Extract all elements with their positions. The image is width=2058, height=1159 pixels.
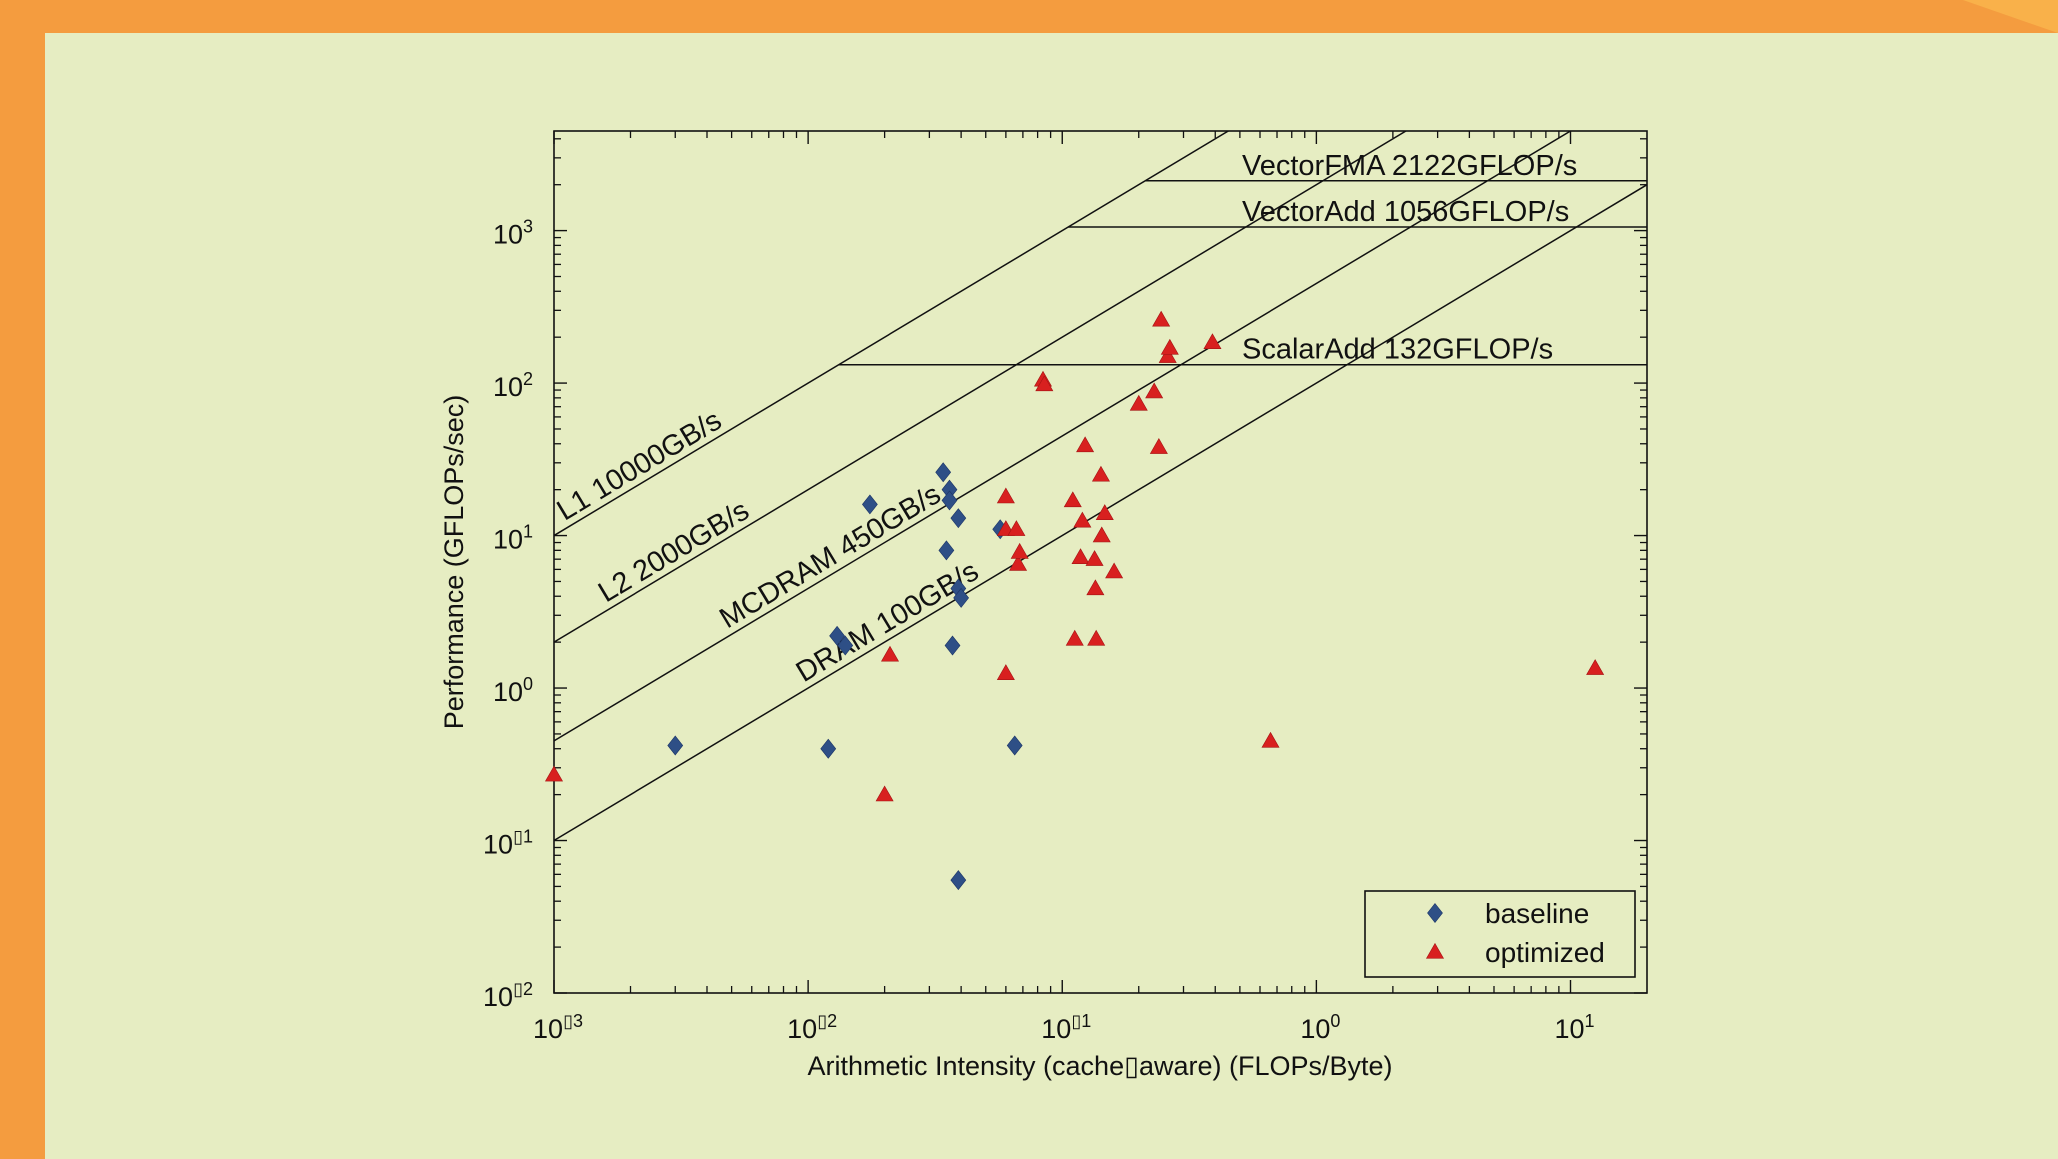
y-tick-label: 100: [493, 674, 533, 707]
rooflines: [554, 131, 1647, 842]
baseline-point: [950, 870, 967, 891]
baseline-point: [944, 635, 961, 656]
optimized-point: [1073, 511, 1092, 528]
optimized-point: [996, 664, 1015, 680]
x-tick-label: 10▯1: [1041, 1011, 1091, 1044]
optimized-point: [1035, 375, 1054, 392]
legend: baseline optimized: [1364, 890, 1636, 978]
roofline-labels: VectorFMA 2122GFLOP/s VectorAdd 1056GFLOP…: [552, 150, 1578, 689]
optimized-point: [875, 785, 894, 802]
optimized-point: [1063, 491, 1082, 508]
bandwidth-roof-line: [554, 131, 1408, 643]
x-tick-label: 10▯3: [533, 1011, 583, 1044]
legend-baseline-marker: [1427, 903, 1443, 923]
optimized-point: [1586, 659, 1605, 675]
y-tick-label: 101: [493, 522, 533, 555]
optimized-point: [1145, 382, 1164, 399]
optimized-point: [1065, 629, 1084, 646]
y-axis-label: Performance (GFLOPs/sec): [439, 395, 469, 730]
optimized-point: [1152, 310, 1171, 327]
baseline-point: [837, 635, 854, 656]
optimized-point: [1203, 333, 1222, 350]
optimized-point: [1010, 542, 1029, 559]
bandwidth-roof-line: [554, 131, 1230, 537]
optimized-point: [880, 645, 900, 662]
optimized-point: [1086, 579, 1105, 596]
top-corner-accent: [1963, 0, 2058, 33]
compute-roof-label: ScalarAdd 132GFLOP/s: [1242, 334, 1553, 366]
bandwidth-roof-line: [554, 131, 1572, 742]
x-tick-label: 100: [1300, 1011, 1340, 1044]
optimized-point: [1007, 520, 1026, 536]
optimized-point: [1085, 550, 1104, 566]
baseline-point: [829, 625, 845, 646]
optimized-point: [1009, 554, 1028, 571]
baseline-point: [862, 494, 878, 515]
optimized-point: [1129, 394, 1148, 411]
y-tick-label: 102: [493, 369, 533, 402]
roofline-chart: VectorFMA 2122GFLOP/s VectorAdd 1056GFLOP…: [439, 130, 1648, 1081]
top-frame-bar: [0, 0, 2058, 33]
y-tick-label: 103: [493, 217, 533, 250]
legend-box: [1364, 890, 1636, 978]
data-markers: [544, 310, 1605, 891]
x-tick-label: 10▯2: [787, 1011, 837, 1044]
baseline-point: [1006, 735, 1023, 756]
x-tick-label: 101: [1554, 1011, 1594, 1044]
optimized-point: [544, 765, 564, 782]
optimized-point: [1087, 629, 1106, 646]
legend-baseline-label: baseline: [1485, 898, 1589, 929]
optimized-point: [1092, 526, 1111, 543]
optimized-point: [1261, 731, 1280, 748]
baseline-point: [941, 490, 958, 511]
baseline-point: [950, 508, 967, 529]
optimized-point: [1158, 347, 1177, 363]
figure-panel: VectorFMA 2122GFLOP/s VectorAdd 1056GFLOP…: [45, 33, 2058, 1159]
optimized-point: [1095, 504, 1114, 520]
x-axis-label: Arithmetic Intensity (cache▯aware) (FLOP…: [807, 1051, 1392, 1081]
baseline-point: [820, 738, 837, 759]
baseline-point: [938, 540, 955, 561]
optimized-point: [1091, 465, 1110, 482]
y-tick-label: 10▯2: [483, 979, 533, 1012]
optimized-point: [996, 487, 1015, 504]
y-tick-label: 10▯1: [483, 827, 533, 860]
optimized-point: [1160, 338, 1179, 355]
legend-optimized-label: optimized: [1485, 937, 1605, 968]
compute-roof-label: VectorFMA 2122GFLOP/s: [1242, 150, 1577, 182]
compute-roof-label: VectorAdd 1056GFLOP/s: [1242, 196, 1569, 228]
plot-area: [553, 130, 1648, 994]
optimized-point: [1076, 436, 1095, 453]
legend-optimized-marker: [1425, 942, 1445, 959]
optimized-point: [1149, 438, 1168, 454]
bandwidth-roof-label: L2 2000GB/s: [593, 494, 755, 609]
optimized-point: [1105, 562, 1124, 579]
bandwidth-roof-label: L1 10000GB/s: [552, 404, 727, 527]
optimized-point: [1071, 548, 1090, 564]
baseline-point: [935, 462, 952, 483]
baseline-point: [953, 587, 970, 608]
baseline-point: [667, 735, 684, 756]
